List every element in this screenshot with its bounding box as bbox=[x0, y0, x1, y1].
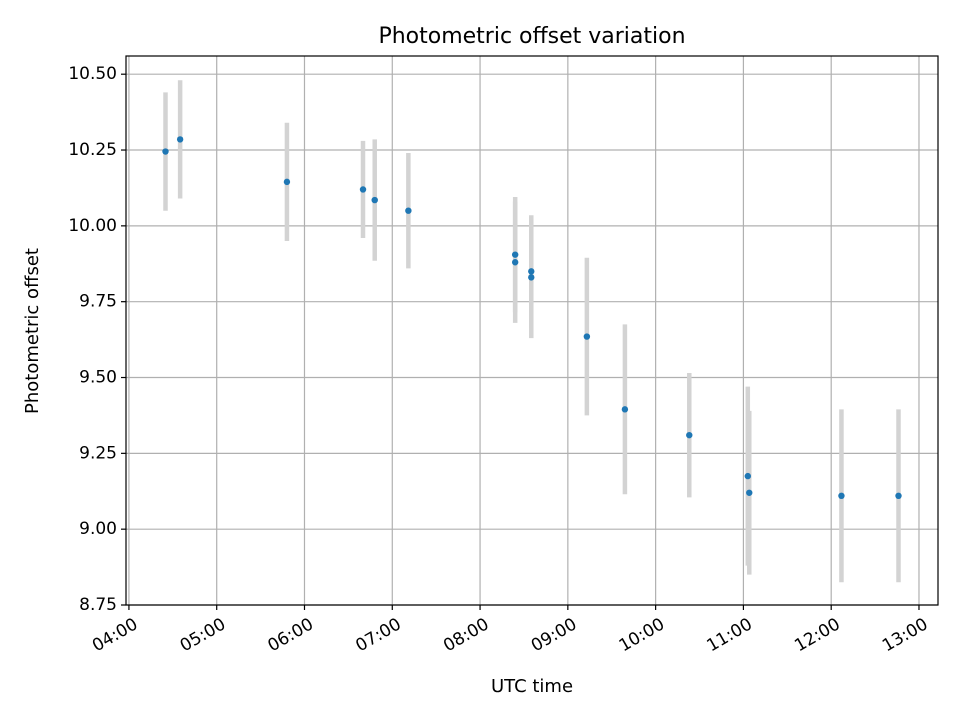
data-point bbox=[371, 196, 378, 204]
y-tick-label: 10.00 bbox=[68, 216, 117, 236]
plot-frame bbox=[125, 55, 939, 606]
data-point bbox=[511, 251, 519, 258]
data-point bbox=[744, 472, 752, 480]
data-point bbox=[283, 178, 291, 186]
data-point bbox=[528, 268, 535, 275]
y-tick-label: 10.25 bbox=[68, 140, 117, 160]
y-tick-label: 9.75 bbox=[79, 292, 117, 312]
data-point bbox=[162, 148, 169, 155]
data-point bbox=[405, 207, 412, 214]
y-tick-label: 9.25 bbox=[79, 443, 117, 463]
data-point bbox=[359, 186, 367, 193]
y-axis-label: Photometric offset bbox=[22, 248, 43, 414]
chart-title: Photometric offset variation bbox=[378, 24, 685, 49]
data-point bbox=[176, 136, 184, 143]
data-point bbox=[686, 431, 693, 439]
data-point bbox=[528, 274, 535, 281]
data-point bbox=[838, 492, 845, 500]
data-point bbox=[746, 489, 753, 496]
y-tick-label: 8.75 bbox=[79, 595, 117, 615]
data-point bbox=[583, 333, 591, 340]
data-point bbox=[621, 406, 629, 413]
y-tick-label: 10.50 bbox=[68, 64, 117, 84]
data-point bbox=[511, 259, 519, 266]
point-layer bbox=[162, 136, 902, 500]
x-axis-label: UTC time bbox=[491, 676, 573, 697]
y-tick-label: 9.00 bbox=[79, 519, 117, 539]
data-point bbox=[895, 492, 902, 500]
y-tick-label: 9.50 bbox=[79, 368, 117, 388]
